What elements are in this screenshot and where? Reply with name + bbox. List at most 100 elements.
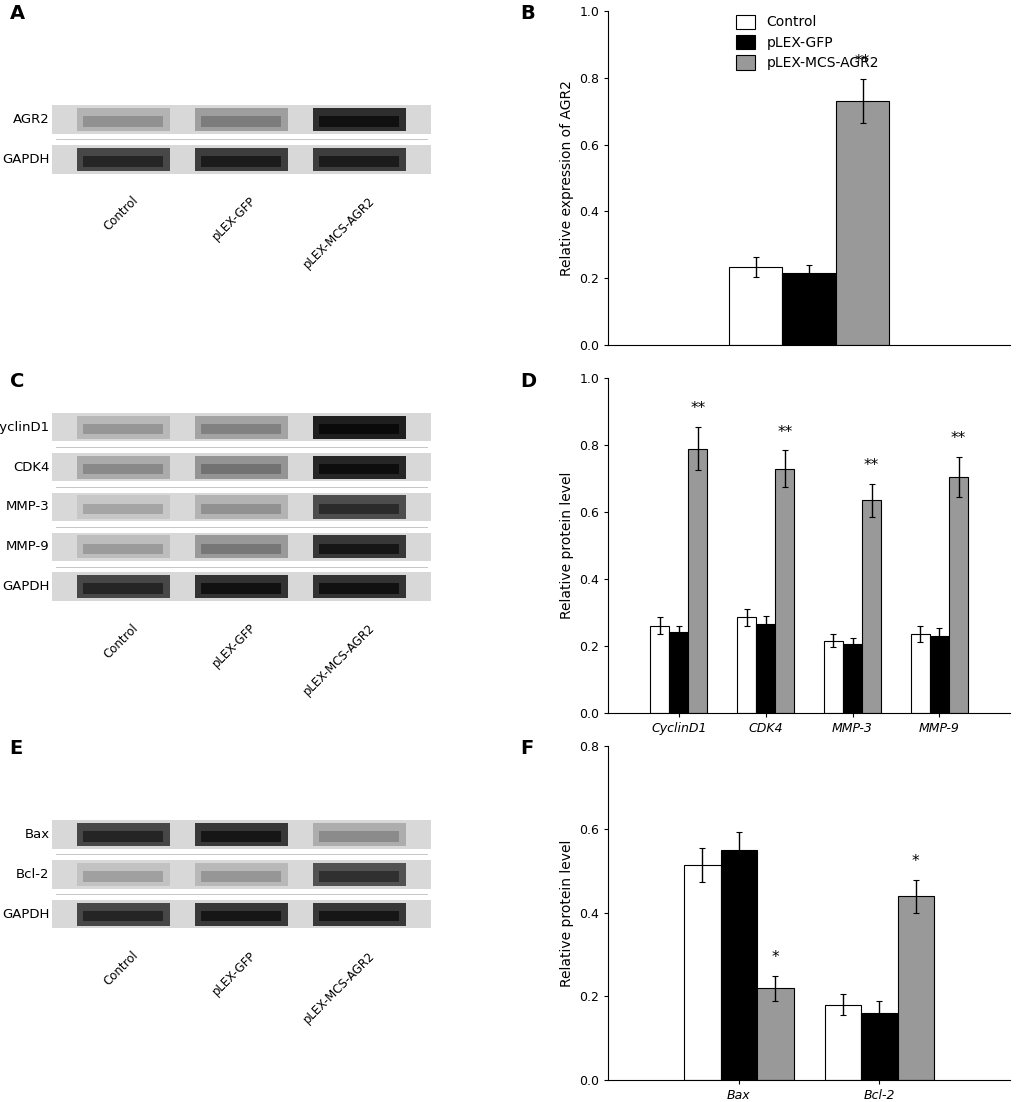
Bar: [195, 903, 287, 926]
Bar: [842, 644, 861, 713]
Bar: [195, 536, 287, 559]
Bar: [84, 424, 163, 434]
Bar: [313, 496, 406, 519]
Bar: [729, 267, 782, 345]
Text: B: B: [520, 4, 534, 23]
Bar: [195, 823, 287, 846]
Bar: [313, 108, 406, 131]
Bar: [76, 148, 169, 171]
Bar: [313, 415, 406, 439]
Bar: [201, 424, 281, 434]
Bar: [52, 572, 431, 601]
Y-axis label: Relative protein level: Relative protein level: [559, 840, 574, 986]
Bar: [52, 453, 431, 482]
Bar: [84, 117, 163, 127]
Text: GAPDH: GAPDH: [2, 153, 50, 166]
Text: pLEX-GFP: pLEX-GFP: [210, 949, 259, 998]
Bar: [668, 633, 688, 713]
Bar: [84, 464, 163, 474]
Bar: [84, 156, 163, 166]
Bar: [201, 156, 281, 166]
Bar: [737, 617, 755, 713]
Text: pLEX-MCS-AGR2: pLEX-MCS-AGR2: [300, 194, 377, 271]
Bar: [313, 863, 406, 886]
Bar: [313, 148, 406, 171]
Bar: [720, 851, 756, 1080]
Bar: [201, 504, 281, 515]
Bar: [319, 872, 399, 882]
Bar: [84, 583, 163, 594]
Text: MMP-9: MMP-9: [6, 540, 50, 553]
Bar: [195, 108, 287, 131]
Bar: [76, 496, 169, 519]
Bar: [823, 640, 842, 713]
Bar: [195, 148, 287, 171]
Text: C: C: [9, 371, 23, 391]
Bar: [84, 831, 163, 842]
Bar: [684, 865, 720, 1080]
Bar: [76, 455, 169, 478]
Bar: [201, 117, 281, 127]
Text: E: E: [9, 739, 22, 758]
Bar: [52, 145, 431, 173]
Bar: [319, 117, 399, 127]
Bar: [755, 624, 774, 713]
Bar: [195, 415, 287, 439]
Y-axis label: Relative protein level: Relative protein level: [559, 472, 574, 619]
Y-axis label: Relative expression of AGR2: Relative expression of AGR2: [559, 80, 574, 276]
Bar: [774, 468, 794, 713]
Bar: [948, 477, 967, 713]
Bar: [835, 101, 889, 345]
Text: A: A: [9, 4, 24, 23]
Text: pLEX-GFP: pLEX-GFP: [210, 622, 259, 670]
Bar: [823, 1005, 860, 1080]
Bar: [84, 872, 163, 882]
Bar: [201, 464, 281, 474]
Bar: [84, 504, 163, 515]
Bar: [52, 413, 431, 442]
Bar: [313, 455, 406, 478]
Bar: [319, 464, 399, 474]
Text: AGR2: AGR2: [13, 114, 50, 126]
Text: **: **: [863, 458, 878, 473]
Bar: [929, 636, 948, 713]
Bar: [52, 493, 431, 521]
Legend: Control, pLEX-GFP, pLEX-MCS-AGR2: Control, pLEX-GFP, pLEX-MCS-AGR2: [735, 14, 878, 71]
Bar: [313, 823, 406, 846]
Bar: [910, 634, 929, 713]
Text: Control: Control: [101, 949, 141, 988]
Text: pLEX-MCS-AGR2: pLEX-MCS-AGR2: [300, 949, 377, 1026]
Text: D: D: [520, 371, 536, 391]
Bar: [195, 496, 287, 519]
Bar: [84, 911, 163, 921]
Bar: [201, 911, 281, 921]
Bar: [313, 575, 406, 598]
Bar: [76, 575, 169, 598]
Bar: [319, 543, 399, 554]
Bar: [84, 543, 163, 554]
Text: pLEX-GFP: pLEX-GFP: [210, 194, 259, 244]
Bar: [319, 156, 399, 166]
Text: Bax: Bax: [24, 828, 50, 841]
Bar: [76, 863, 169, 886]
Bar: [313, 903, 406, 926]
Text: **: **: [776, 424, 792, 440]
Bar: [313, 536, 406, 559]
Text: MMP-3: MMP-3: [6, 500, 50, 514]
Bar: [76, 903, 169, 926]
Text: *: *: [911, 854, 919, 868]
Text: CDK4: CDK4: [13, 461, 50, 474]
Text: CyclinD1: CyclinD1: [0, 421, 50, 434]
Text: *: *: [770, 950, 779, 965]
Bar: [76, 823, 169, 846]
Bar: [52, 820, 431, 849]
Text: Control: Control: [101, 622, 141, 661]
Bar: [76, 108, 169, 131]
Bar: [52, 900, 431, 928]
Text: GAPDH: GAPDH: [2, 580, 50, 593]
Text: pLEX-MCS-AGR2: pLEX-MCS-AGR2: [300, 622, 377, 698]
Bar: [52, 532, 431, 561]
Bar: [195, 455, 287, 478]
Bar: [201, 872, 281, 882]
Text: F: F: [520, 739, 533, 758]
